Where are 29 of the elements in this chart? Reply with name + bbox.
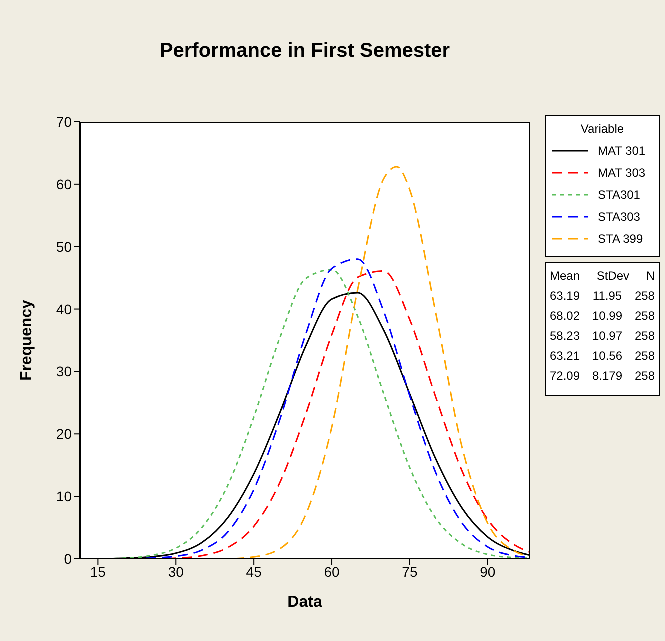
x-tick-label: 45: [246, 564, 262, 580]
text: 68.02 10.99 258: [550, 309, 655, 325]
legend-label: STA303: [598, 210, 640, 224]
y-tick-label: 30: [56, 364, 72, 380]
y-tick-label: 60: [56, 176, 72, 192]
x-tick-label: 30: [168, 564, 184, 580]
y-tick-label: 20: [56, 426, 72, 442]
legend-label: STA301: [598, 188, 640, 202]
x-tick-label: 60: [324, 564, 340, 580]
x-tick-label: 90: [480, 564, 496, 580]
x-tick-label: 75: [402, 564, 418, 580]
y-tick-label: 40: [56, 301, 72, 318]
y-tick-label: 50: [56, 238, 72, 255]
legend-label: STA 399: [598, 232, 644, 246]
x-axis-title: Data: [288, 594, 322, 611]
legend-label: MAT 303: [598, 166, 646, 180]
text: 63.21 10.56 258: [550, 349, 655, 365]
text: 72.09 8.179 258: [550, 369, 655, 385]
x-tick-label: 15: [90, 564, 106, 580]
y-axis-title: Frequency: [18, 300, 36, 381]
y-tick-label: 0: [64, 550, 72, 567]
y-tick-label: 70: [56, 114, 72, 130]
legend-label: MAT 301: [598, 144, 646, 158]
y-tick-label: 10: [56, 488, 72, 505]
text: 58.23 10.97 258: [550, 329, 655, 345]
legend-title: Variable: [580, 122, 626, 136]
chart-title: Performance in First Semester: [158, 40, 452, 63]
text: Mean StDev N: [550, 269, 655, 283]
text: 63.19 11.95 258: [550, 289, 655, 305]
